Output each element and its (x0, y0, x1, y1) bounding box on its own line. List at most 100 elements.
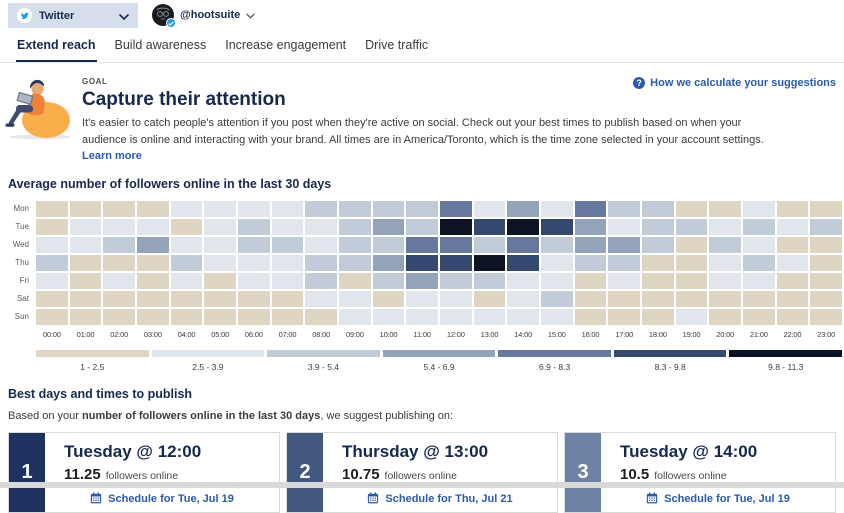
heatmap-cell-sat-20-00 (709, 290, 741, 307)
heatmap-cell-wed-03-00 (136, 236, 169, 253)
heatmap-cell-sat-06-00 (237, 290, 270, 307)
heatmap-cell-fri-15-00 (540, 272, 573, 289)
hour-label-22-00: 22:00 (783, 329, 802, 339)
network-selector-label: Twitter (39, 9, 75, 22)
heatmap-cell-wed-01-00 (69, 236, 102, 253)
heatmap-cell-tue-21-00 (742, 218, 775, 235)
heatmap-cell-wed-09-00 (338, 236, 371, 253)
heatmap-cell-wed-13-00 (473, 236, 506, 253)
heatmap-title: Average number of followers online in th… (8, 176, 332, 191)
goal-eyebrow: GOAL (82, 77, 108, 86)
schedule-button[interactable]: Schedule for Thu, Jul 21 (323, 485, 557, 512)
heatmap-cell-tue-02-00 (103, 218, 135, 235)
heatmap-cell-sat-07-00 (271, 290, 304, 307)
heatmap-cell-sun-18-00 (641, 308, 674, 325)
hour-label-20-00: 20:00 (716, 329, 735, 339)
day-label-sun: Sun (14, 311, 29, 321)
legend-swatch-4 (382, 349, 496, 357)
intro-suffix: , we suggest publishing on: (320, 409, 454, 422)
tab-drive-traffic[interactable]: Drive traffic (365, 38, 429, 52)
heatmap-cell-sat-11-00 (406, 290, 438, 307)
heatmap-cell-thu-13-00 (473, 254, 506, 271)
heatmap-cell-fri-09-00 (338, 272, 371, 289)
heatmap-cell-sun-07-00 (271, 308, 304, 325)
heatmap-cell-sun-22-00 (776, 308, 809, 325)
heatmap-cell-mon-17-00 (608, 200, 640, 217)
heatmap-cell-sat-00-00 (36, 290, 68, 307)
calendar-icon (367, 492, 379, 507)
day-label-thu: Thu (15, 257, 29, 267)
heatmap-cell-wed-18-00 (641, 236, 674, 253)
best-times-section: Best days and times to publish Based on … (0, 387, 844, 513)
heatmap-cell-fri-03-00 (136, 272, 169, 289)
suggestion-card-body: Tuesday @ 12:00 11.25 followers online Sche… (45, 433, 279, 512)
tab-build-awareness[interactable]: Build awareness (114, 38, 207, 52)
suggestion-stat: 10.5 followers online (620, 466, 835, 483)
heatmap-cell-sun-10-00 (372, 308, 405, 325)
tab-extend-reach[interactable]: Extend reach (16, 31, 97, 62)
learn-more-link[interactable]: Learn more (82, 150, 142, 162)
heatmap-cell-wed-06-00 (237, 236, 270, 253)
heatmap-cell-fri-20-00 (709, 272, 741, 289)
heatmap-cell-tue-05-00 (204, 218, 236, 235)
how-we-calculate-link[interactable]: ? How we calculate your suggestions (633, 77, 836, 89)
heatmap-cell-sun-21-00 (742, 308, 775, 325)
heatmap-cell-wed-19-00 (675, 236, 708, 253)
heatmap-cell-sun-20-00 (709, 308, 741, 325)
followers-online-label: followers online (654, 469, 727, 482)
heatmap-cell-wed-02-00 (103, 236, 135, 253)
heatmap-cell-mon-12-00 (439, 200, 472, 217)
suggestion-stat: 11.25 followers online (64, 466, 279, 483)
heatmap-cell-thu-18-00 (641, 254, 674, 271)
legend-label-7: 9.8 - 11.3 (768, 361, 804, 372)
heatmap-cell-mon-18-00 (641, 200, 674, 217)
best-times-intro: Based on your number of followers online… (8, 410, 836, 422)
heatmap-cell-fri-13-00 (473, 272, 506, 289)
legend-segment-1: 1 - 2.5 (36, 349, 149, 372)
heatmap-cell-mon-04-00 (170, 200, 203, 217)
rank-badge: 1 (9, 432, 45, 512)
suggestion-card-rank-3: 3 Tuesday @ 14:00 10.5 followers online Sche… (564, 431, 836, 513)
heatmap-cell-thu-03-00 (136, 254, 169, 271)
heatmap-cell-thu-17-00 (608, 254, 640, 271)
heatmap-cell-tue-20-00 (709, 218, 741, 235)
heatmap-cell-mon-10-00 (372, 200, 405, 217)
rank-badge: 2 (287, 432, 323, 512)
heatmap-cell-mon-03-00 (136, 200, 169, 217)
network-selector-dropdown[interactable]: Twitter (8, 3, 138, 28)
heatmap-cell-fri-14-00 (507, 272, 539, 289)
heatmap-cell-tue-13-00 (473, 218, 506, 235)
tab-increase-engagement[interactable]: Increase engagement (225, 38, 347, 52)
heatmap-cell-wed-05-00 (204, 236, 236, 253)
heatmap-cell-tue-09-00 (338, 218, 371, 235)
verified-badge-icon (166, 18, 176, 28)
account-selector-dropdown[interactable]: @hootsuite (152, 4, 255, 28)
heatmap-cell-fri-18-00 (641, 272, 674, 289)
legend-swatch-6 (613, 349, 727, 357)
heatmap-cell-mon-23-00 (810, 200, 842, 217)
schedule-button[interactable]: Schedule for Tue, Jul 19 (45, 485, 279, 512)
hour-label-01-00: 01:00 (76, 329, 95, 339)
best-times-heading: Best days and times to publish (8, 386, 193, 401)
hour-label-02-00: 02:00 (110, 329, 129, 339)
goal-description-text: It's easier to catch people's attention … (82, 117, 764, 146)
heatmap-cell-thu-10-00 (372, 254, 405, 271)
legend-label-6: 8.3 - 9.8 (654, 361, 686, 372)
account-handle: @hootsuite (180, 9, 241, 21)
followers-online-heatmap: Mon Tue Wed Thu Fri Sat Sun (8, 200, 842, 325)
suggestion-card-rank-1: 1 Tuesday @ 12:00 11.25 followers online Sch… (8, 431, 280, 513)
heatmap-cell-sun-09-00 (338, 308, 371, 325)
heatmap-cell-fri-02-00 (103, 272, 135, 289)
heatmap-cell-wed-00-00 (36, 236, 68, 253)
heatmap-cell-mon-01-00 (69, 200, 102, 217)
heatmap-cell-thu-16-00 (574, 254, 607, 271)
heatmap-cell-tue-04-00 (170, 218, 203, 235)
heatmap-cell-thu-14-00 (507, 254, 539, 271)
heatmap-cell-thu-11-00 (406, 254, 438, 271)
heatmap-cell-thu-04-00 (170, 254, 203, 271)
horizontal-scrollbar-track[interactable] (0, 482, 844, 488)
legend-swatch-3 (267, 349, 380, 357)
heatmap-cell-thu-02-00 (103, 254, 135, 271)
calendar-icon (646, 492, 658, 507)
schedule-button[interactable]: Schedule for Tue, Jul 19 (601, 485, 835, 512)
